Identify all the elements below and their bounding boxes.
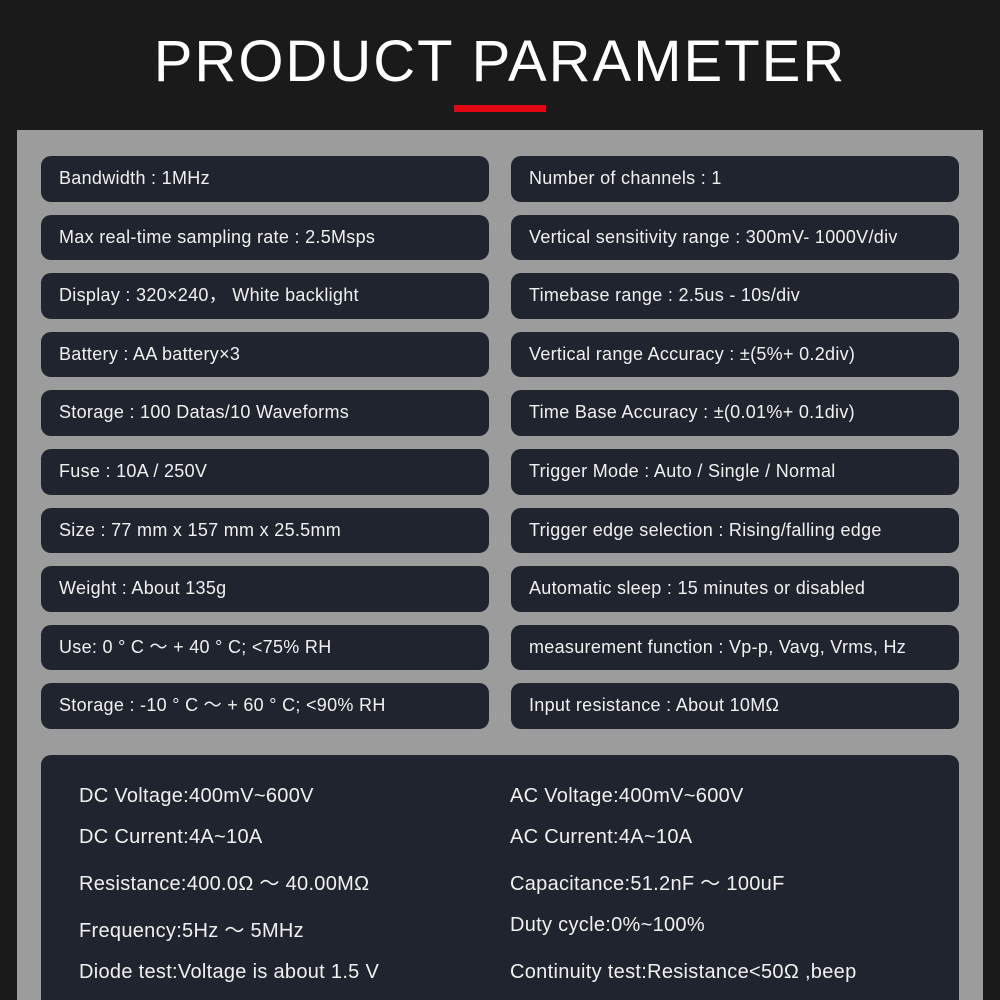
spec-pill: Trigger Mode : Auto / Single / Normal (511, 449, 959, 495)
measure-spec: Diode test:Voltage is about 1.5 V (79, 961, 490, 984)
spec-pill: Storage : -10 ° C ～ + 60 ° C; <90% RH (41, 683, 489, 729)
measure-spec: Frequency:5Hz ～ 5MHz (79, 914, 490, 943)
measure-spec: Resistance:400.0Ω ～ 40.00MΩ (79, 867, 490, 896)
spec-pill: Fuse : 10A / 250V (41, 449, 489, 495)
spec-pill: measurement function : Vp-p, Vavg, Vrms,… (511, 625, 959, 671)
spec-pill: Number of channels : 1 (511, 156, 959, 202)
spec-pill: Automatic sleep : 15 minutes or disabled (511, 566, 959, 612)
spec-pill: Display : 320×240， White backlight (41, 273, 489, 319)
spec-pill: Bandwidth : 1MHz (41, 156, 489, 202)
measurement-box: DC Voltage:400mV~600V AC Voltage:400mV~6… (41, 755, 959, 1000)
page: PRODUCT PARAMETER Bandwidth : 1MHz Numbe… (0, 0, 1000, 1000)
spec-pill: Vertical sensitivity range : 300mV- 1000… (511, 215, 959, 261)
spec-pill: Input resistance : About 10MΩ (511, 683, 959, 729)
header: PRODUCT PARAMETER (0, 0, 1000, 130)
spec-pill: Vertical range Accuracy : ±(5%+ 0.2div) (511, 332, 959, 378)
measure-spec: Capacitance:51.2nF ～ 100uF (510, 867, 921, 896)
title-underline (454, 105, 546, 112)
spec-pill: Max real-time sampling rate : 2.5Msps (41, 215, 489, 261)
spec-pill: Time Base Accuracy : ±(0.01%+ 0.1div) (511, 390, 959, 436)
spec-pill: Weight : About 135g (41, 566, 489, 612)
measure-spec: DC Current:4A~10A (79, 826, 490, 849)
spec-pill: Timebase range : 2.5us - 10s/div (511, 273, 959, 319)
measure-spec: AC Current:4A~10A (510, 826, 921, 849)
spec-pill: Size : 77 mm x 157 mm x 25.5mm (41, 508, 489, 554)
spec-pill: Trigger edge selection : Rising/falling … (511, 508, 959, 554)
measure-spec: DC Voltage:400mV~600V (79, 785, 490, 808)
measure-spec: AC Voltage:400mV~600V (510, 785, 921, 808)
page-title: PRODUCT PARAMETER (0, 28, 1000, 95)
measure-spec: Duty cycle:0%~100% (510, 914, 921, 943)
spec-grid: Bandwidth : 1MHz Number of channels : 1 … (41, 156, 959, 729)
content-panel: Bandwidth : 1MHz Number of channels : 1 … (17, 130, 983, 1000)
spec-pill: Battery : AA battery×3 (41, 332, 489, 378)
measure-spec: Continuity test:Resistance<50Ω ,beep (510, 961, 921, 984)
spec-pill: Use: 0 ° C ～ + 40 ° C; <75% RH (41, 625, 489, 671)
spec-pill: Storage : 100 Datas/10 Waveforms (41, 390, 489, 436)
